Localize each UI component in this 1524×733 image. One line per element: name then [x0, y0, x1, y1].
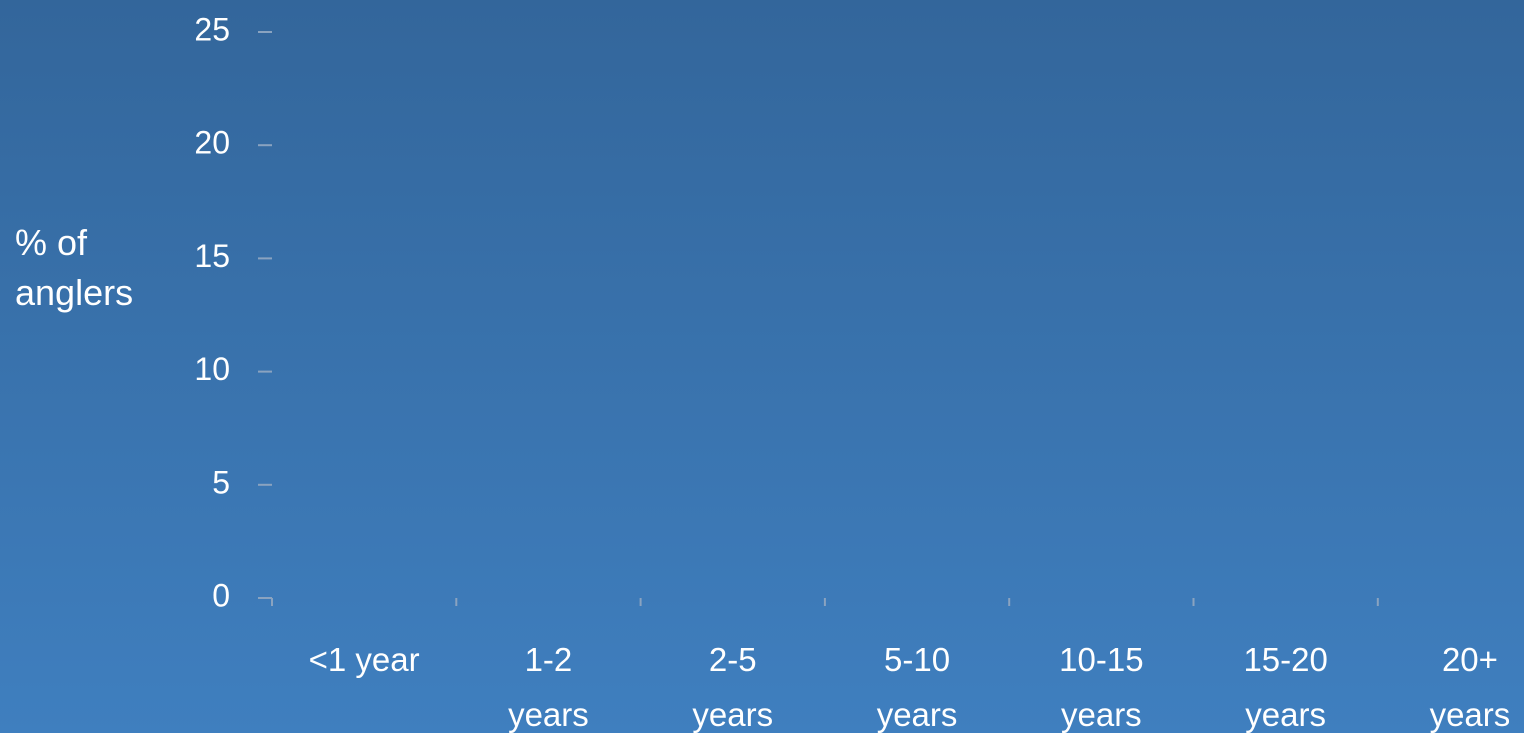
y-tick-label: 15: [194, 238, 230, 274]
y-tick-label: 25: [194, 11, 230, 47]
y-axis-label: % of anglers: [15, 222, 134, 313]
x-tick-label: 2-5 years: [692, 641, 774, 733]
x-tick-label: <1 year: [308, 641, 420, 678]
x-tick-label: 15-20 years: [1243, 641, 1328, 733]
x-tick-label: 20+ years: [1429, 641, 1511, 733]
x-tick-label: 5-10 years: [876, 641, 958, 733]
y-tick-label: 10: [194, 351, 230, 387]
x-tick-label: 1-2 years: [508, 641, 589, 733]
x-tick-label: 10-15 years: [1059, 641, 1144, 733]
y-tick-label: 0: [212, 577, 230, 613]
y-tick-label: 20: [194, 125, 230, 161]
y-tick-label: 5: [212, 464, 230, 500]
